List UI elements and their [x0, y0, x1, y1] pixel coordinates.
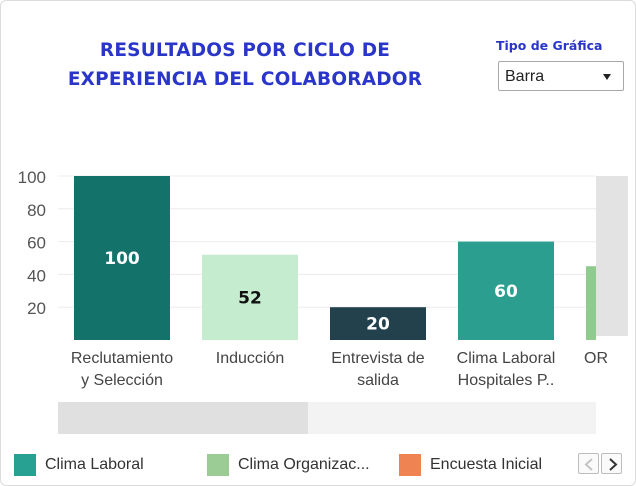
- y-tick-label: 80: [27, 201, 46, 220]
- x-tick-label: salida: [357, 372, 399, 389]
- y-tick-label: 40: [27, 266, 46, 285]
- chevron-left-icon: [584, 458, 593, 471]
- bar: [74, 176, 170, 340]
- y-tick-label: 100: [18, 168, 46, 187]
- x-tick-label: y Selección: [81, 372, 163, 389]
- chart-vertical-overflow-panel[interactable]: [596, 176, 628, 336]
- x-tick-label: Clima Laboral: [457, 350, 556, 367]
- chevron-down-icon: [603, 74, 611, 80]
- x-tick-label: Hospitales P..: [458, 372, 555, 389]
- x-tick-label: OR: [584, 350, 608, 367]
- legend-label: Clima Organizac...: [238, 456, 370, 473]
- legend-pager: [578, 453, 624, 475]
- title-line-1: RESULTADOS POR CICLO DE: [99, 40, 391, 61]
- chart-type-select[interactable]: Barra: [498, 61, 624, 91]
- legend-label: Encuesta Inicial: [430, 456, 543, 473]
- legend-swatch: [14, 454, 36, 476]
- bar: [202, 254, 298, 340]
- chart-legend: Clima Laboral Clima Organizac... Encuesta …: [14, 452, 574, 478]
- data-label: 20: [366, 315, 390, 335]
- legend-swatch: [399, 454, 421, 476]
- legend-item[interactable]: Clima Laboral: [14, 452, 144, 478]
- chart-type-selected-value: Barra: [505, 68, 545, 85]
- title-line-2: EXPERIENCIA DEL COLABORADOR: [67, 69, 423, 90]
- legend-prev-button[interactable]: [578, 453, 599, 474]
- x-tick-label: Reclutamiento: [71, 350, 173, 367]
- chart-type-label: Tipo de Gráfica: [496, 38, 603, 53]
- data-label: 52: [238, 288, 262, 308]
- y-tick-label: 60: [27, 234, 46, 253]
- legend-label: Clima Laboral: [45, 456, 144, 473]
- data-label: 60: [494, 282, 518, 302]
- y-tick-label: 20: [27, 299, 46, 318]
- x-tick-label: Inducción: [216, 350, 285, 367]
- legend-item[interactable]: Encuesta Inicial: [399, 452, 542, 478]
- bar: [586, 266, 596, 340]
- legend-next-button[interactable]: [601, 453, 622, 474]
- page-title: RESULTADOS POR CICLO DE EXPERIENCIA DEL …: [30, 36, 460, 94]
- legend-swatch: [207, 454, 229, 476]
- chevron-right-icon: [609, 458, 618, 471]
- legend-item[interactable]: Clima Organizac...: [207, 452, 370, 478]
- bar: [458, 241, 554, 340]
- x-tick-label: Entrevista de: [331, 350, 424, 367]
- bar-chart: 20 40 60 80 100 100 Reclutamiento y Selección 52…: [18, 168, 608, 389]
- horizontal-scrollbar-thumb[interactable]: [58, 402, 308, 434]
- bar: [330, 307, 426, 340]
- data-label: 100: [104, 249, 140, 269]
